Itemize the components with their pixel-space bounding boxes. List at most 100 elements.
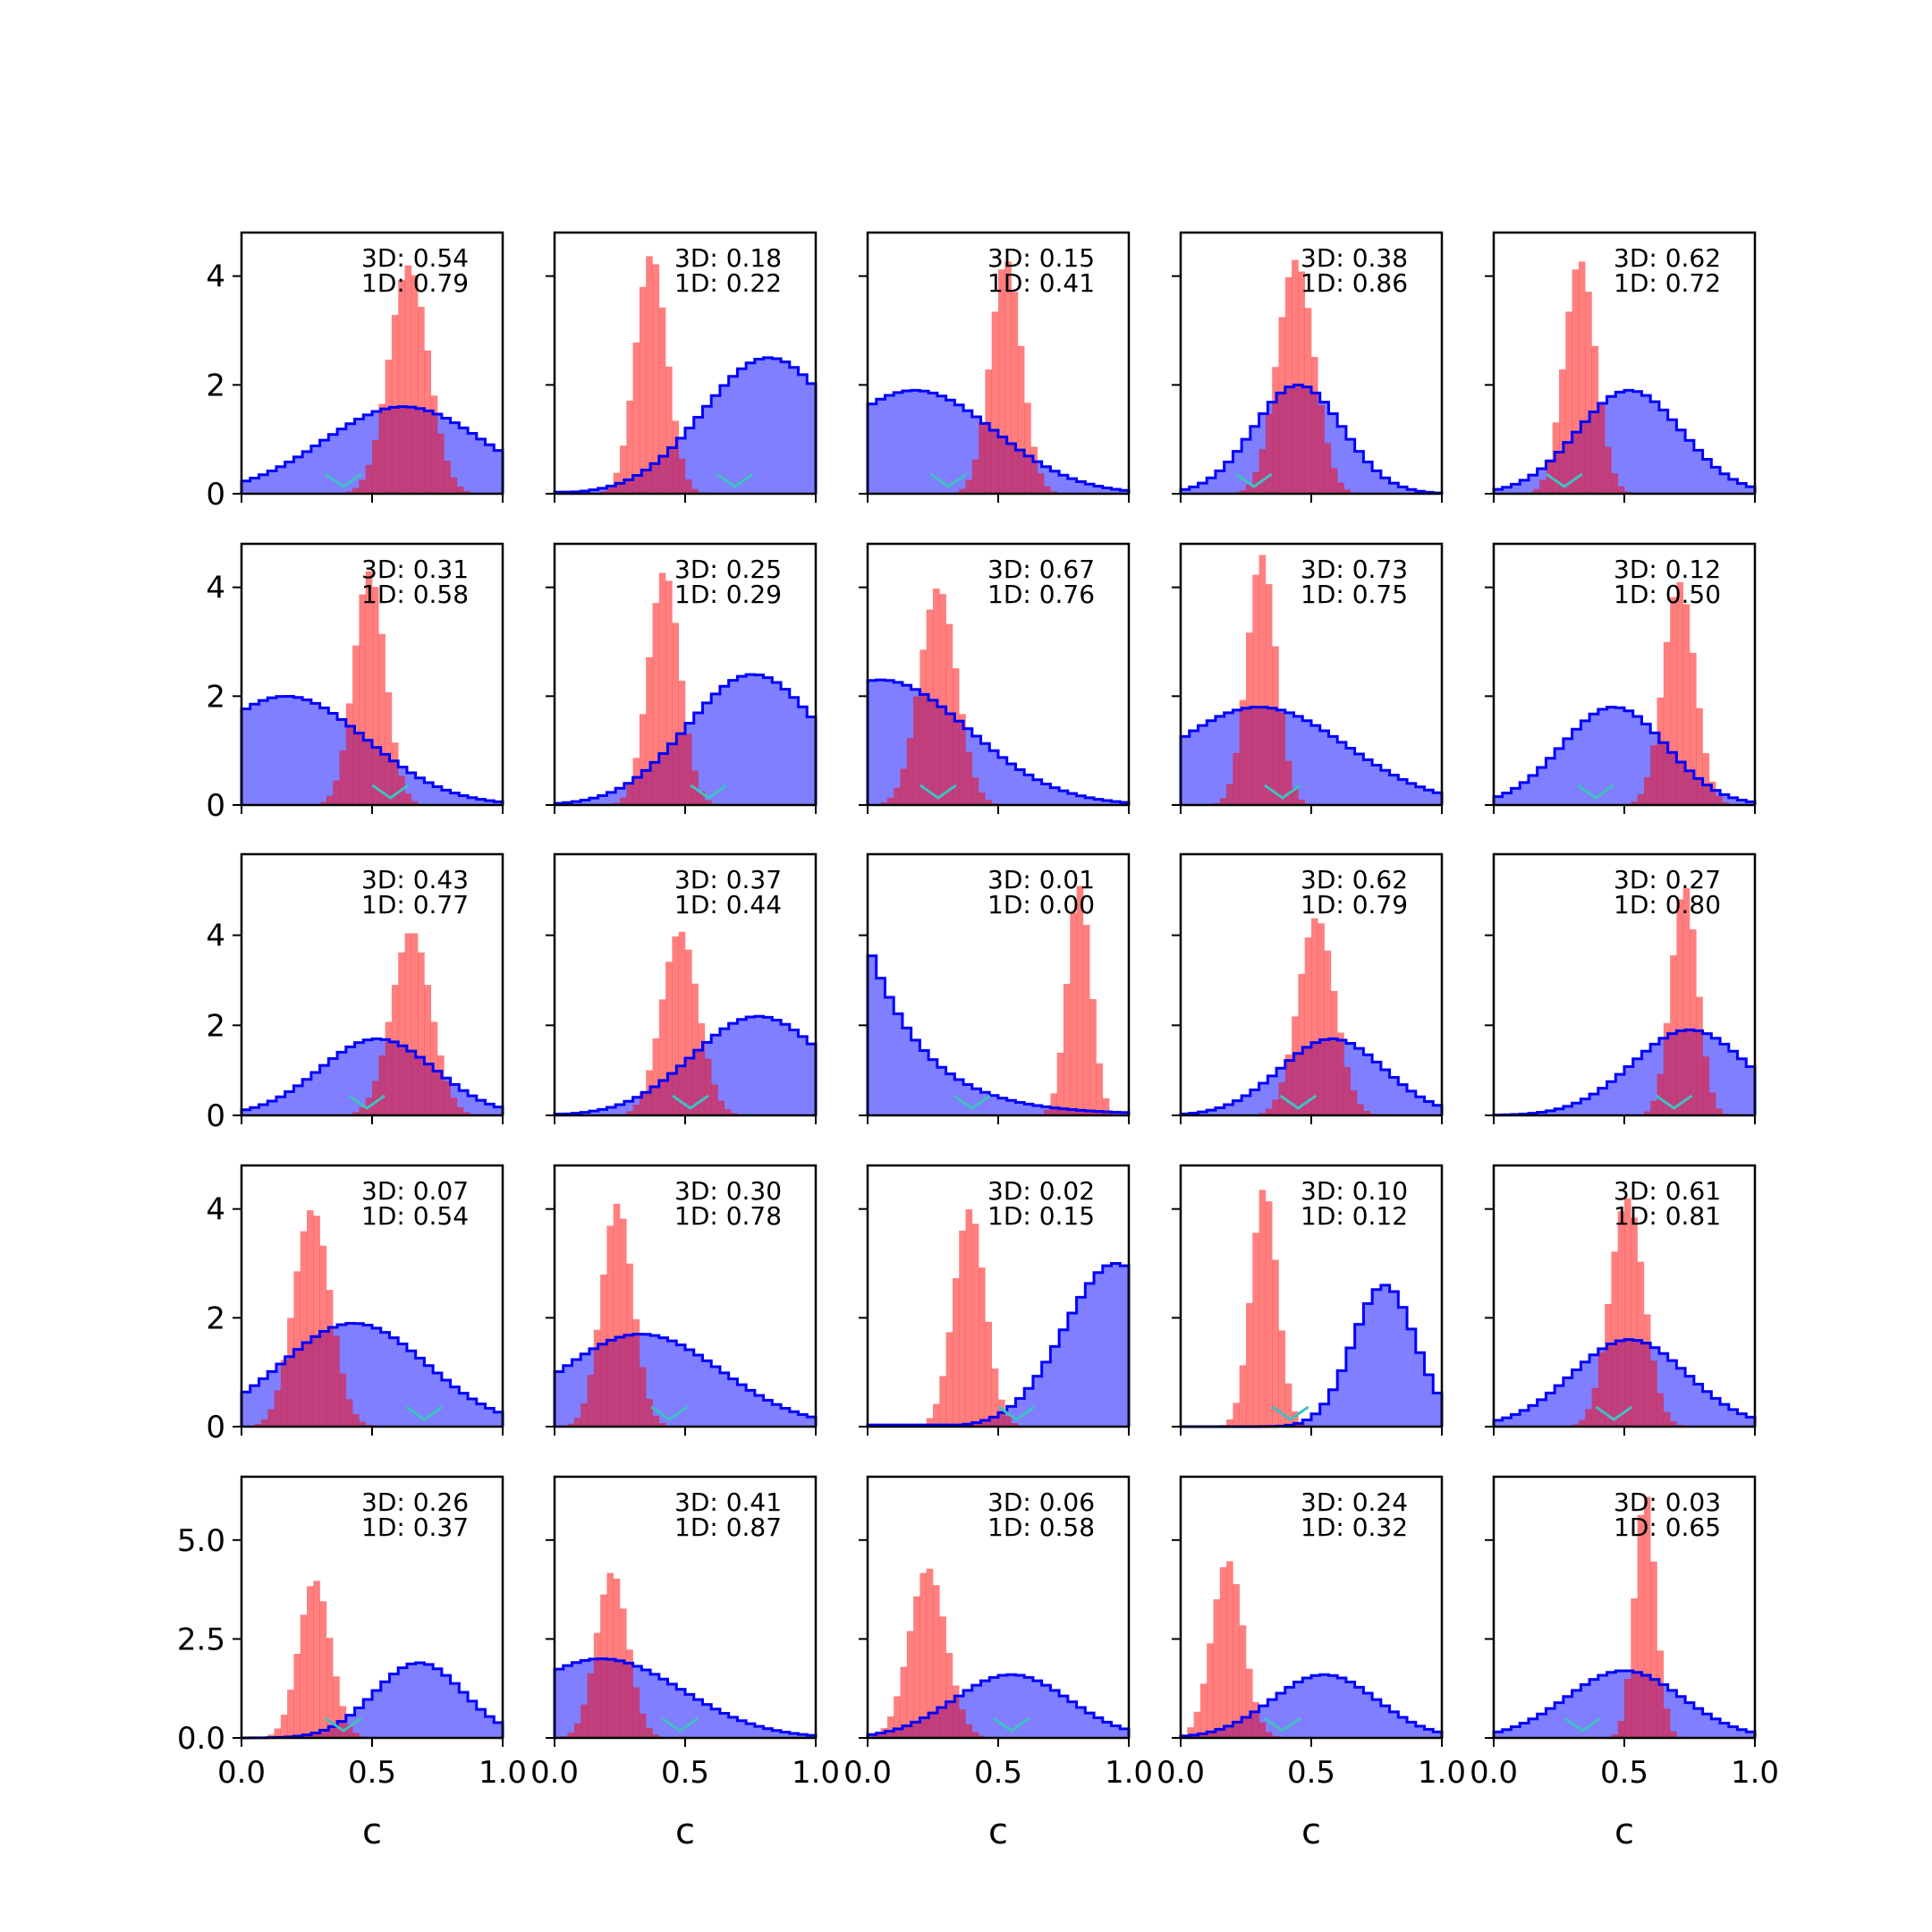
marker-v: [325, 472, 362, 488]
red-histogram-bar: [437, 1055, 445, 1115]
y-tick-label: 4: [206, 571, 225, 606]
score-1d-label: 1D: 0.76: [987, 580, 1095, 609]
red-histogram-bar: [698, 1022, 706, 1115]
score-3d-label: 3D: 0.10: [1301, 1176, 1408, 1206]
red-histogram-bar: [444, 1080, 451, 1115]
red-histogram-bar: [939, 594, 946, 805]
marker-v: [661, 1716, 699, 1733]
y-tick-label: 2.5: [177, 1622, 225, 1657]
blue-histogram-outline: [553, 673, 818, 805]
score-1d-label: 1D: 0.37: [361, 1513, 469, 1542]
red-histogram-bar: [1265, 1201, 1273, 1427]
marker-v: [1577, 784, 1614, 800]
red-histogram-bar: [665, 366, 673, 494]
red-histogram-bar: [1246, 1668, 1253, 1738]
red-histogram-bar: [1311, 918, 1318, 1115]
red-histogram-bar: [567, 1423, 575, 1427]
blue-histogram-outline: [1492, 1028, 1757, 1117]
blue-histogram-outline: [866, 678, 1131, 805]
red-histogram-bar: [456, 1106, 464, 1115]
red-histogram-bar: [1298, 973, 1305, 1115]
red-histogram-bar: [626, 1111, 633, 1115]
x-tick-label: 0.5: [974, 1755, 1022, 1791]
red-histogram-bar: [352, 487, 360, 494]
red-histogram-bar: [326, 1638, 334, 1738]
red-histogram-bar: [287, 1318, 294, 1427]
red-histogram-bar: [939, 1376, 946, 1427]
red-histogram-bar: [952, 1685, 960, 1738]
x-tick-label: 0.0: [217, 1755, 266, 1791]
red-histogram-bar: [365, 571, 373, 805]
red-histogram-bar: [971, 459, 979, 494]
score-3d-label: 3D: 0.43: [361, 865, 469, 894]
red-histogram-bar: [1559, 369, 1566, 494]
red-histogram-bar: [894, 787, 901, 805]
red-histogram-bar: [1252, 1702, 1259, 1738]
score-1d-label: 1D: 0.81: [1614, 1201, 1721, 1231]
red-histogram-bar: [1024, 402, 1031, 494]
red-histogram-bar: [1318, 404, 1325, 494]
red-histogram-bar: [658, 999, 666, 1115]
x-axis-label: c: [362, 1811, 382, 1852]
red-histogram-bar: [606, 1572, 614, 1738]
red-histogram-bar: [613, 802, 621, 805]
red-histogram-bar: [319, 1245, 327, 1427]
score-3d-label: 3D: 0.06: [987, 1487, 1095, 1517]
red-histogram-bar: [1572, 269, 1580, 494]
red-histogram-bar: [1708, 1092, 1716, 1115]
red-histogram-bar: [326, 1290, 334, 1427]
red-histogram-bar: [1716, 1108, 1723, 1115]
red-histogram-bar: [378, 633, 386, 805]
red-histogram-bar: [886, 797, 894, 805]
red-histogram-bar: [1226, 784, 1233, 805]
red-histogram-bar: [665, 962, 673, 1115]
red-histogram-bar: [1226, 1419, 1233, 1427]
red-histogram-bar: [646, 1727, 653, 1738]
x-tick-label: 0.5: [661, 1755, 709, 1791]
red-histogram-bar: [1722, 801, 1730, 805]
score-1d-label: 1D: 0.15: [987, 1201, 1095, 1231]
red-histogram-bar: [1605, 1303, 1612, 1427]
red-histogram-bar: [959, 714, 966, 805]
red-histogram-bar: [319, 801, 327, 805]
red-histogram-bar: [1676, 581, 1683, 805]
red-histogram-bar: [945, 1653, 953, 1738]
red-histogram-bar: [1292, 1411, 1299, 1427]
red-histogram-bar: [652, 1038, 660, 1115]
red-histogram-bar: [1532, 488, 1540, 494]
score-1d-label: 1D: 0.44: [674, 890, 782, 919]
marker-v: [919, 784, 957, 800]
red-histogram-bar: [404, 793, 412, 805]
red-histogram-bar: [300, 1614, 308, 1738]
score-1d-label: 1D: 0.78: [674, 1201, 782, 1231]
blue-histogram-outline: [240, 405, 504, 494]
red-histogram-bar: [1304, 308, 1312, 494]
red-histogram-bar: [1284, 760, 1292, 805]
red-histogram-bar: [352, 1112, 360, 1115]
red-histogram-bar: [1239, 490, 1247, 494]
red-histogram-bar: [620, 797, 627, 805]
red-histogram-bar: [1631, 1598, 1638, 1738]
red-histogram-bar: [1690, 652, 1697, 805]
red-histogram-bar: [724, 1109, 732, 1115]
blue-histogram-outline: [240, 1322, 504, 1427]
red-histogram-bar: [1011, 292, 1019, 494]
red-histogram-bar: [685, 479, 692, 494]
blue-histogram-outline: [1179, 1673, 1444, 1738]
red-histogram-bar: [319, 1601, 327, 1738]
red-histogram-bar: [345, 1399, 353, 1427]
red-histogram-bar: [1258, 1722, 1267, 1738]
red-histogram-bar: [1702, 1056, 1710, 1115]
red-histogram-bar: [1207, 1643, 1214, 1738]
red-histogram-bar: [463, 490, 470, 494]
red-histogram-bar: [1350, 1090, 1358, 1115]
red-histogram-bar: [372, 1080, 379, 1115]
marker-v: [405, 1405, 444, 1421]
